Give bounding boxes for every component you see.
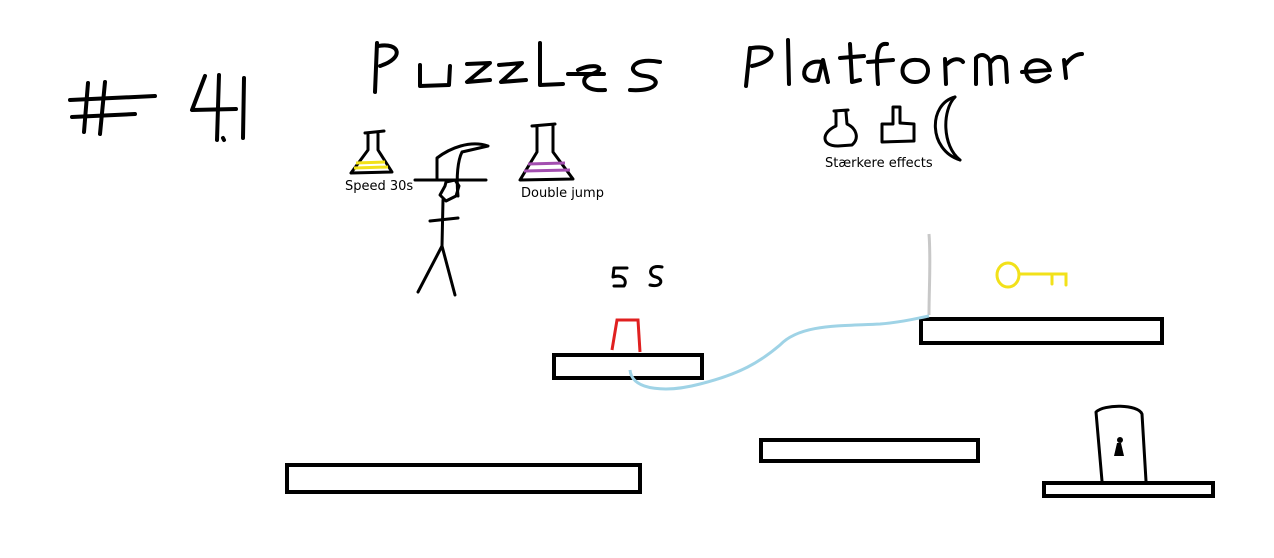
double-jump-potion-label: Double jump xyxy=(521,186,604,201)
stickman-player-icon[interactable] xyxy=(413,142,490,297)
speed-potion-label: Speed 30s xyxy=(345,179,414,194)
potion-upgrade-icon xyxy=(823,108,858,148)
red-button-icon[interactable] xyxy=(610,318,642,353)
title-word-2-drawing xyxy=(744,38,1084,88)
double-jump-potion-icon[interactable] xyxy=(518,122,575,182)
title-word-1-drawing xyxy=(373,41,662,94)
speed-potion-icon[interactable] xyxy=(349,129,394,175)
title-number-drawing xyxy=(68,73,246,142)
rope[interactable] xyxy=(628,314,930,391)
platform-door xyxy=(1042,481,1215,498)
platform-key xyxy=(919,317,1164,345)
platform-middle xyxy=(759,438,980,463)
key-icon[interactable] xyxy=(995,261,1068,289)
timer-drawing xyxy=(611,265,664,288)
moon-upgrade-icon xyxy=(933,95,962,162)
block-upgrade-icon xyxy=(880,105,916,144)
platform-ground-left xyxy=(285,463,642,494)
locked-door-icon[interactable] xyxy=(1094,404,1148,483)
upgrades-label: Stærkere effects xyxy=(825,156,933,171)
rope-pole xyxy=(927,233,932,316)
platform-button xyxy=(552,353,704,380)
